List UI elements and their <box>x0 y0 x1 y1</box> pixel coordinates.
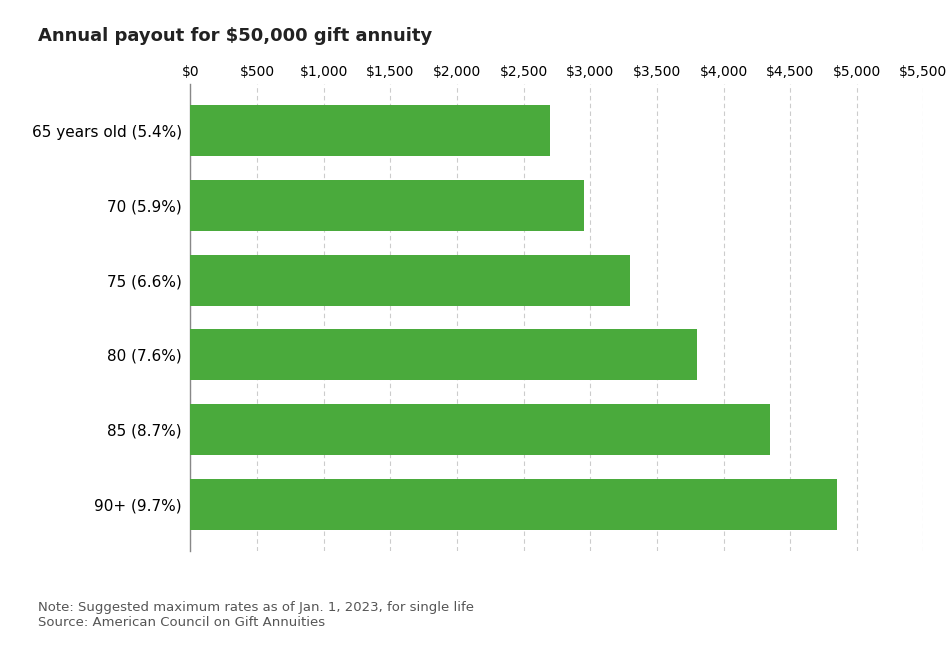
Bar <box>190 404 770 455</box>
Bar <box>190 479 837 529</box>
Bar <box>190 106 550 156</box>
Text: Note: Suggested maximum rates as of Jan. 1, 2023, for single life
Source: Americ: Note: Suggested maximum rates as of Jan.… <box>38 601 474 629</box>
Bar <box>190 329 697 380</box>
Bar <box>190 255 630 306</box>
Bar <box>190 180 584 231</box>
Text: Annual payout for $50,000 gift annuity: Annual payout for $50,000 gift annuity <box>38 27 432 45</box>
